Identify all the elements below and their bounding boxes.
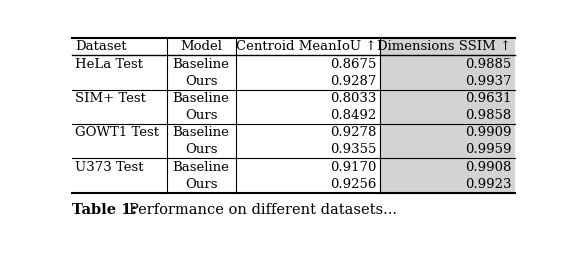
Text: Baseline: Baseline <box>173 161 229 173</box>
Text: 0.9858: 0.9858 <box>465 109 511 122</box>
Text: 0.9959: 0.9959 <box>465 144 511 156</box>
Text: Performance on different datasets...: Performance on different datasets... <box>129 203 397 217</box>
Text: Baseline: Baseline <box>173 126 229 139</box>
Text: Baseline: Baseline <box>173 92 229 105</box>
Text: 0.9355: 0.9355 <box>329 144 376 156</box>
Text: 0.9287: 0.9287 <box>329 75 376 88</box>
Text: HeLa Test: HeLa Test <box>75 58 143 71</box>
Text: Baseline: Baseline <box>173 58 229 71</box>
Text: Ours: Ours <box>185 109 217 122</box>
Text: 0.9278: 0.9278 <box>329 126 376 139</box>
Text: Ours: Ours <box>185 144 217 156</box>
Text: U373 Test: U373 Test <box>75 161 144 173</box>
Text: 0.8675: 0.8675 <box>329 58 376 71</box>
Text: 0.9256: 0.9256 <box>329 178 376 191</box>
Text: 0.9937: 0.9937 <box>464 75 511 88</box>
Text: 0.9885: 0.9885 <box>465 58 511 71</box>
Text: Ours: Ours <box>185 75 217 88</box>
Text: 0.9631: 0.9631 <box>465 92 511 105</box>
Text: Dataset: Dataset <box>75 40 126 53</box>
Text: 0.9170: 0.9170 <box>329 161 376 173</box>
Text: Centroid MeanIoU ↑: Centroid MeanIoU ↑ <box>236 40 376 53</box>
Text: 0.9923: 0.9923 <box>465 178 511 191</box>
Text: Ours: Ours <box>185 178 217 191</box>
Text: 0.9909: 0.9909 <box>465 126 511 139</box>
Text: 0.8492: 0.8492 <box>330 109 376 122</box>
Text: 0.8033: 0.8033 <box>329 92 376 105</box>
Text: 0.9908: 0.9908 <box>465 161 511 173</box>
Text: SIM+ Test: SIM+ Test <box>75 92 146 105</box>
Text: Table 1:: Table 1: <box>72 203 137 217</box>
Text: Model: Model <box>180 40 222 53</box>
Text: GOWT1 Test: GOWT1 Test <box>75 126 159 139</box>
Text: Dimensions SSIM ↑: Dimensions SSIM ↑ <box>377 40 511 53</box>
